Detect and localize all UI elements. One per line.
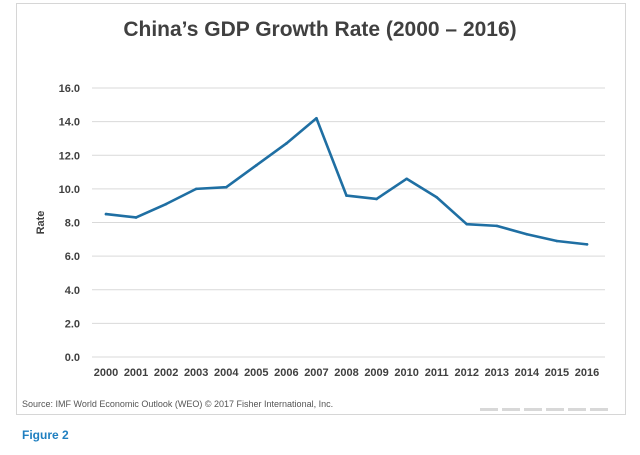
y-tick-label: 4.0 [65, 285, 80, 297]
data-point [405, 177, 408, 181]
data-point [585, 243, 589, 246]
chart-frame [16, 3, 626, 415]
data-point [164, 202, 168, 206]
y-axis-label: Rate [35, 211, 47, 235]
data-point [525, 232, 529, 236]
x-tick-label: 2010 [394, 367, 418, 379]
figure-label: Figure 2 [22, 428, 69, 442]
data-point [104, 212, 108, 216]
data-point [224, 185, 228, 189]
data-point [495, 224, 499, 228]
x-tick-label: 2004 [214, 367, 239, 379]
decorative-dots [480, 408, 620, 412]
data-point [435, 195, 438, 199]
y-tick-label: 6.0 [65, 251, 80, 263]
data-point [134, 216, 138, 219]
x-tick-label: 2006 [274, 367, 298, 379]
data-point [375, 197, 378, 201]
x-tick-label: 2008 [334, 367, 358, 379]
data-point [285, 142, 288, 145]
x-tick-label: 2005 [244, 367, 268, 379]
y-tick-label: 10.0 [59, 184, 80, 196]
data-point [555, 239, 559, 243]
series-line [104, 116, 589, 246]
x-tick-label: 2001 [124, 367, 148, 379]
y-tick-label: 14.0 [59, 117, 80, 129]
x-tick-label: 2011 [425, 367, 449, 379]
y-tick-label: 12.0 [59, 150, 80, 162]
x-tick-label: 2014 [515, 367, 540, 379]
x-tick-label: 2003 [184, 367, 208, 379]
x-tick-label: 2016 [575, 367, 599, 379]
y-tick-label: 2.0 [65, 318, 80, 330]
data-point [465, 222, 469, 226]
data-point [345, 194, 348, 197]
x-tick-label: 2015 [545, 367, 569, 379]
y-tick-label: 16.0 [59, 83, 80, 95]
data-point [194, 187, 198, 191]
source-note: Source: IMF World Economic Outlook (WEO)… [22, 399, 334, 409]
y-tick-label: 0.0 [65, 352, 80, 364]
x-tick-label: 2009 [364, 367, 388, 379]
data-point [315, 116, 318, 120]
x-tick-label: 2000 [94, 367, 118, 379]
y-tick-label: 8.0 [65, 218, 80, 230]
x-tick-label: 2007 [304, 367, 328, 379]
x-tick-label: 2013 [485, 367, 509, 379]
x-tick-label: 2012 [455, 367, 479, 379]
chart-title: China’s GDP Growth Rate (2000 – 2016) [123, 18, 517, 41]
data-point [255, 164, 258, 167]
x-tick-label: 2002 [154, 367, 178, 379]
